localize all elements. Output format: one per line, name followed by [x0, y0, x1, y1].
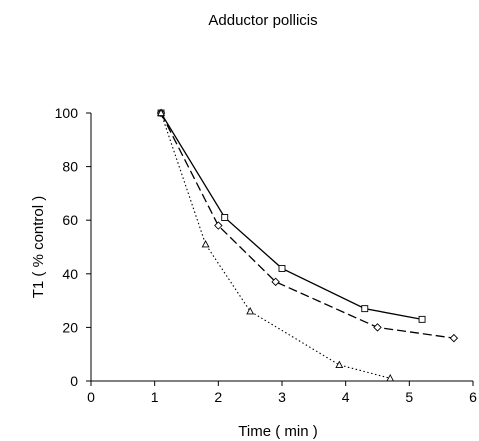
x-tick-label: 6 [469, 389, 477, 405]
x-axis: 0 1 2 3 4 5 6 [87, 381, 477, 405]
chart-title: Adductor pollicis [208, 12, 317, 29]
plot-area [90, 113, 473, 382]
x-tick-label: 1 [151, 389, 159, 405]
series-3-point [201, 239, 210, 248]
series-layer [156, 108, 459, 382]
series-1-point [418, 315, 426, 323]
y-tick-label: 20 [62, 319, 78, 335]
series-3-point [157, 108, 165, 117]
y-axis: 0 20 40 60 80 100 [55, 105, 91, 389]
series-3-line [160, 112, 391, 379]
x-axis-label: Time ( min ) [238, 423, 317, 440]
series-3-point [246, 306, 255, 315]
y-tick-label: 100 [55, 105, 79, 121]
x-tick-label: 4 [342, 389, 350, 405]
series-1-point [221, 214, 229, 221]
series-3 [157, 108, 395, 382]
series-1-point [361, 305, 369, 313]
x-tick-label: 3 [278, 389, 286, 405]
series-2-line [160, 112, 454, 339]
series-3-point [335, 360, 344, 368]
series-2 [156, 108, 459, 343]
y-tick-label: 0 [70, 373, 78, 389]
series-1 [157, 109, 426, 323]
x-tick-label: 2 [214, 389, 222, 405]
y-tick-label: 60 [62, 212, 78, 228]
x-tick-label: 0 [87, 389, 95, 405]
y-tick-label: 80 [62, 159, 78, 175]
y-axis-label: T1 ( % control ) [30, 196, 47, 299]
series-2-point [214, 221, 223, 230]
x-tick-label: 5 [405, 389, 413, 405]
series-2-point [449, 333, 459, 343]
series-3-point [386, 373, 395, 382]
y-tick-label: 40 [62, 266, 78, 282]
series-2-point [271, 277, 280, 287]
series-2-point [373, 323, 382, 332]
series-1-point [278, 264, 286, 272]
